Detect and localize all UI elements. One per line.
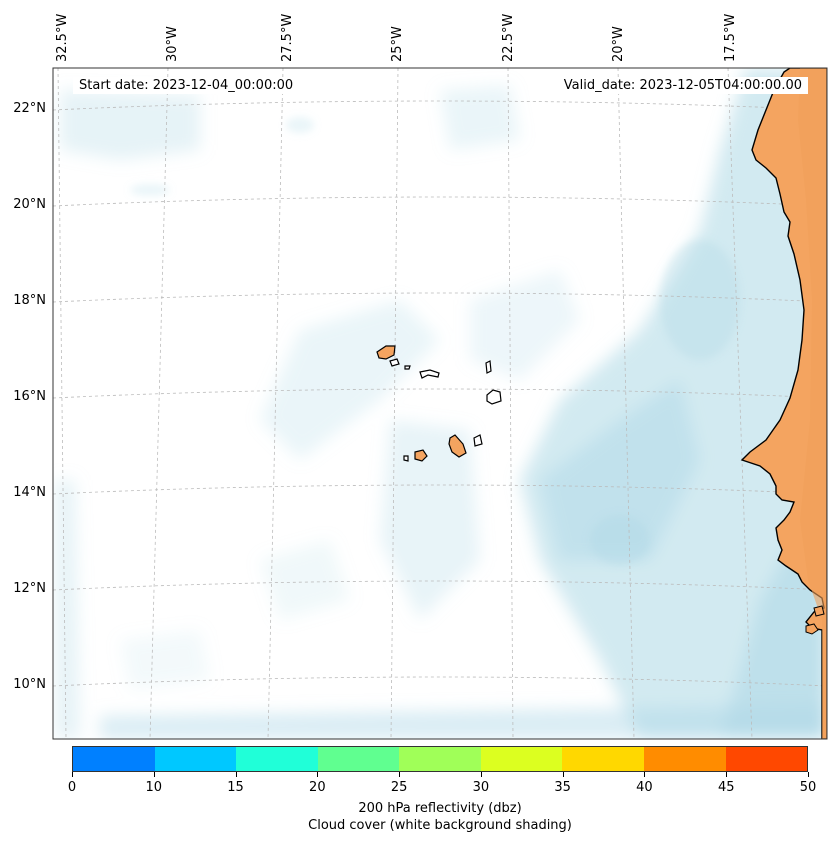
colorbar-tick	[153, 772, 155, 777]
colorbar-segment	[643, 747, 726, 771]
colorbar-tick-label: 35	[554, 780, 571, 795]
colorbar-segment	[725, 747, 808, 771]
colorbar-tick	[399, 772, 401, 777]
reflectivity-colorbar	[72, 746, 808, 772]
colorbar-tick-label: 50	[799, 780, 817, 795]
lon-label: 27.5°W	[280, 14, 295, 62]
lat-label: 18°N	[13, 293, 46, 308]
lat-label: 10°N	[13, 677, 46, 692]
lon-label: 30°W	[165, 26, 180, 62]
colorbar-tick	[317, 772, 319, 777]
colorbar-title: 200 hPa reflectivity (dbz)	[358, 801, 522, 816]
island-santiago	[448, 434, 467, 458]
graticule	[53, 68, 827, 739]
colorbar-segment	[399, 747, 481, 771]
latitude-labels: 22°N 20°N 18°N 16°N 14°N 12°N 10°N	[13, 101, 46, 692]
lon-label: 25°W	[390, 26, 405, 62]
island-santo-antao	[376, 345, 396, 360]
island-santa-luzia	[404, 365, 411, 370]
colorbar-tick	[480, 772, 482, 777]
colorbar-tick-label: 15	[227, 780, 244, 795]
colorbar-segment	[317, 747, 400, 771]
bijagos-islands	[805, 605, 825, 635]
island-brava	[403, 455, 409, 462]
island-fogo	[414, 449, 428, 462]
colorbar-tick-label: 25	[390, 780, 408, 795]
colorbar-segment	[154, 747, 237, 771]
lat-label: 22°N	[13, 101, 46, 116]
lon-label: 22.5°W	[501, 14, 516, 62]
map-frame	[52, 67, 828, 740]
colorbar-segment	[236, 747, 318, 771]
colorbar-tick-label: 40	[636, 780, 653, 795]
colorbar-tick	[726, 772, 728, 777]
lon-label: 20°W	[611, 26, 626, 62]
colorbar-tick-label: 45	[717, 780, 735, 795]
lon-label: 17.5°W	[723, 14, 738, 62]
colorbar-tick-label: 0	[67, 780, 77, 795]
colorbar-tick	[235, 772, 237, 777]
valid-date-label: Valid_date: 2023-12-05T04:00:00.00	[557, 77, 808, 94]
colorbar-tick	[808, 772, 809, 777]
lat-label: 20°N	[13, 197, 46, 212]
cloud-cover-shading	[55, 68, 827, 739]
colorbar-tick	[644, 772, 646, 777]
longitude-labels: 32.5°W 30°W 27.5°W 25°W 22.5°W 20°W 17.5…	[55, 14, 738, 62]
colorbar-tick	[562, 772, 564, 777]
colorbar-segment	[480, 747, 563, 771]
africa-land-deep-interior	[798, 68, 827, 739]
colorbar-subtitle: Cloud cover (white background shading)	[308, 818, 572, 833]
colorbar-tick-label: 10	[145, 780, 163, 795]
island-boa-vista	[486, 389, 502, 405]
colorbar-segment	[73, 747, 155, 771]
cape-verde-islands	[376, 345, 502, 462]
island-maio	[473, 434, 483, 447]
colorbar-tick	[72, 772, 73, 777]
start-date-label: Start date: 2023-12-04_00:00:00	[73, 77, 300, 94]
island-sao-vicente	[389, 358, 400, 367]
lon-label: 32.5°W	[55, 14, 70, 62]
colorbar-tick-label: 30	[472, 780, 490, 795]
colorbar-segment	[562, 747, 644, 771]
lat-label: 16°N	[13, 389, 46, 404]
lat-label: 12°N	[13, 581, 46, 596]
island-sao-nicolau	[419, 369, 440, 379]
lat-label: 14°N	[13, 485, 46, 500]
island-sal	[485, 360, 492, 374]
colorbar-tick-label: 20	[309, 780, 326, 795]
